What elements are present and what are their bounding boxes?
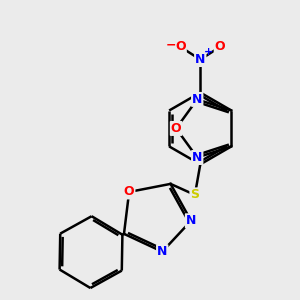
Text: −: − <box>165 39 176 52</box>
Text: O: O <box>124 185 134 198</box>
Text: N: N <box>192 151 202 164</box>
Text: S: S <box>190 188 200 201</box>
Text: +: + <box>203 46 213 57</box>
Text: O: O <box>175 40 186 53</box>
Text: N: N <box>157 245 167 258</box>
Text: N: N <box>192 93 202 106</box>
Text: O: O <box>171 122 182 135</box>
Text: O: O <box>215 40 225 53</box>
Text: N: N <box>195 53 206 66</box>
Text: N: N <box>186 214 196 227</box>
